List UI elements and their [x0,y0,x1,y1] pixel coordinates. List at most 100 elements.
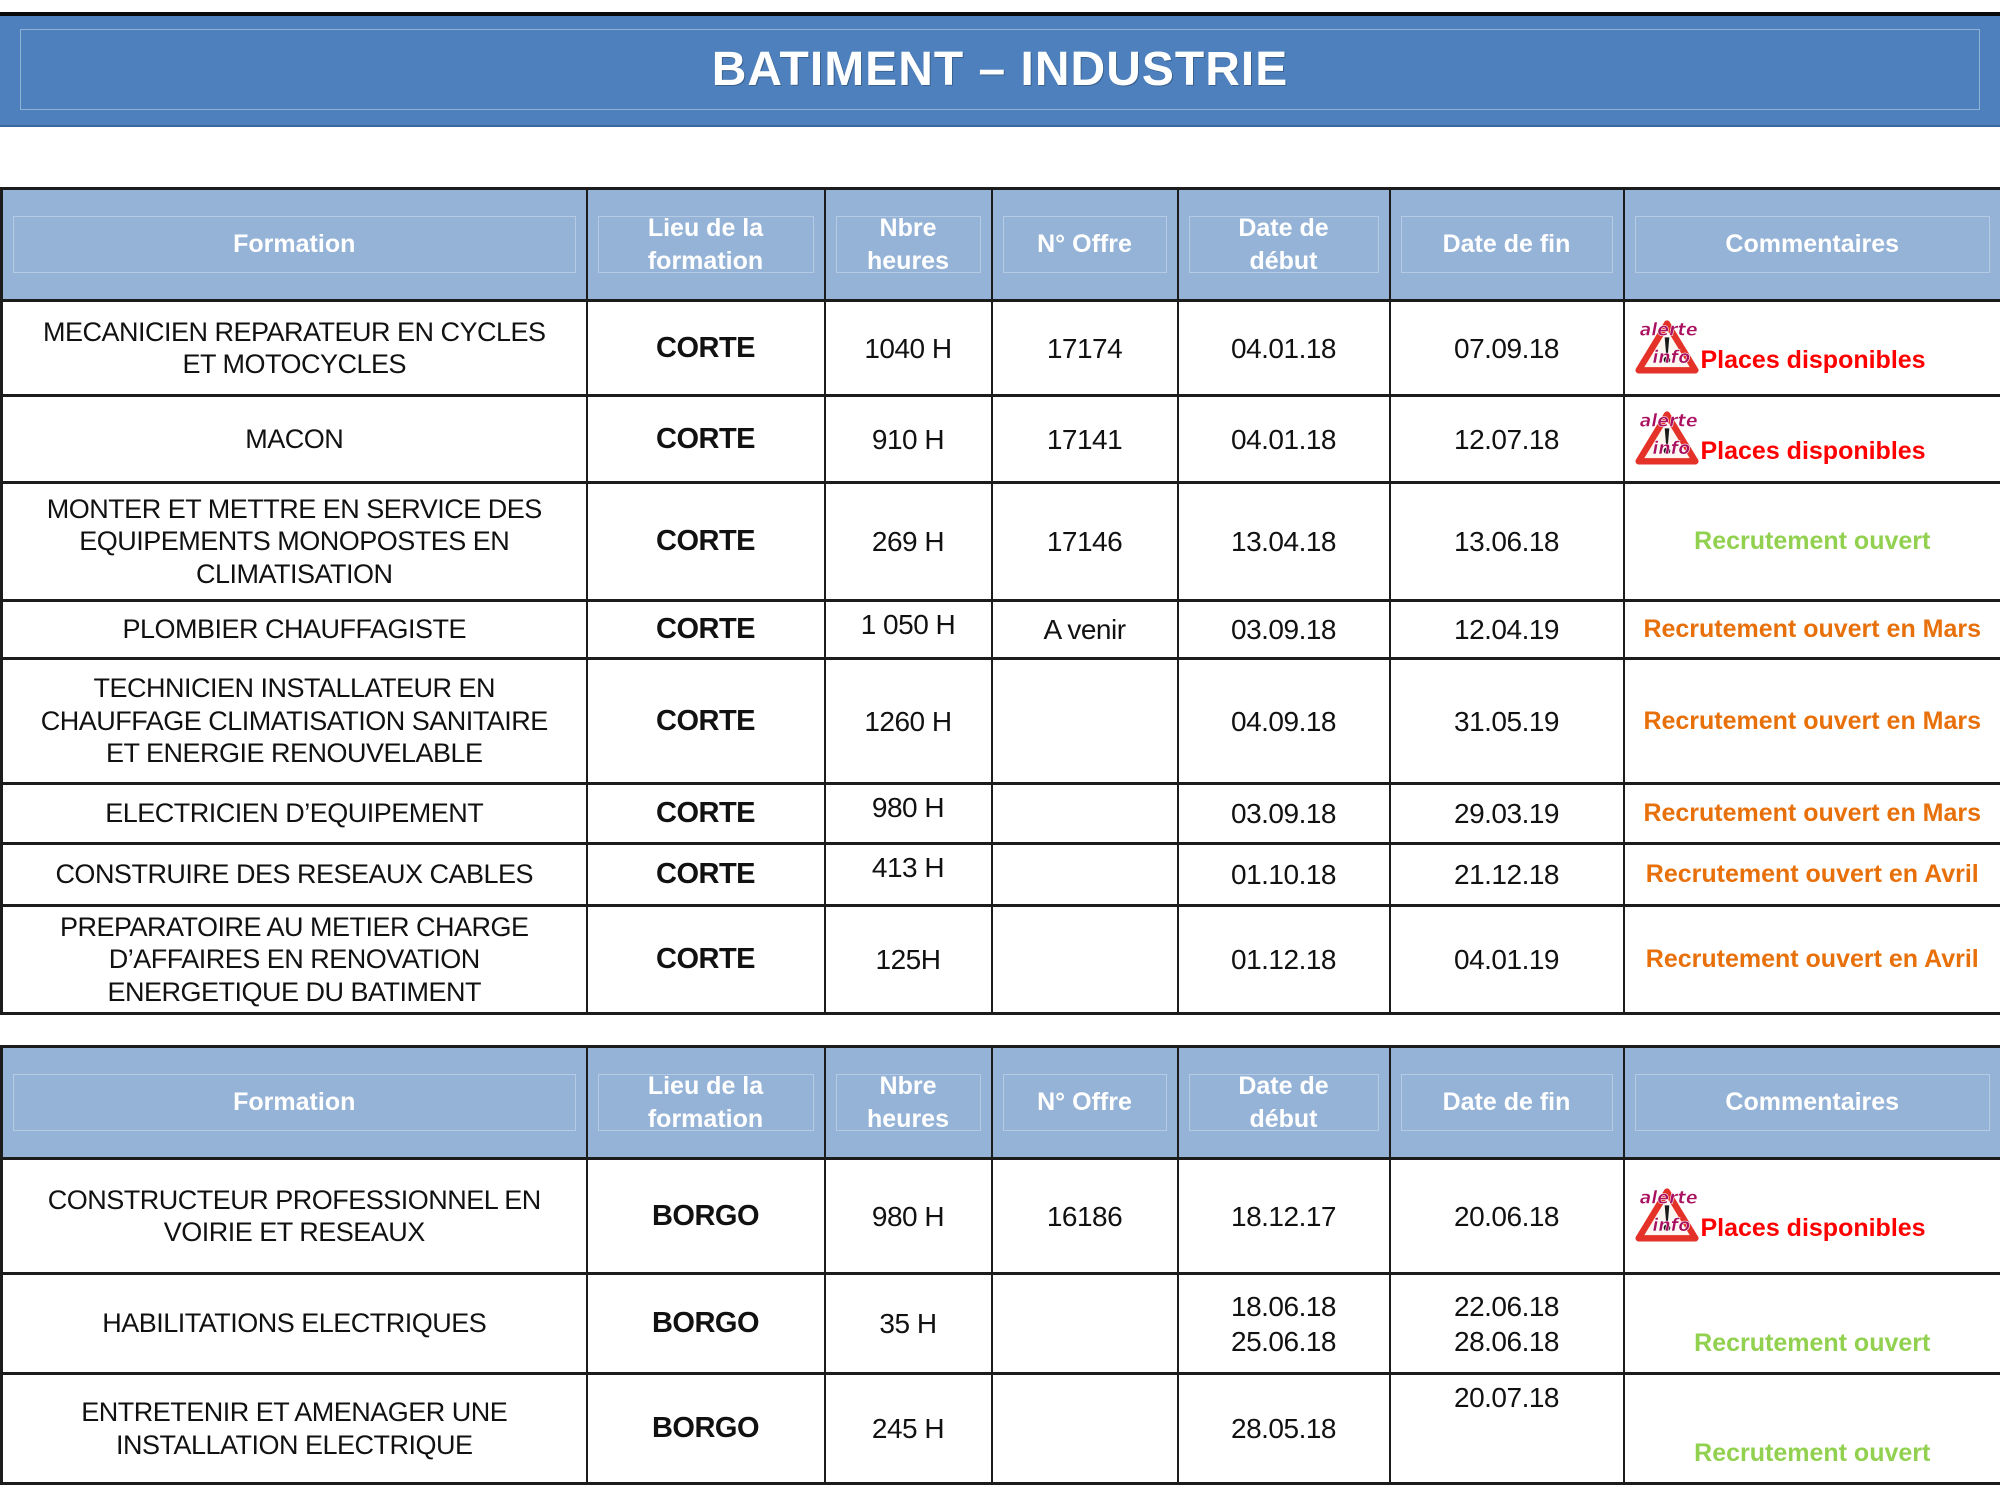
date-fin-cell: 12.07.18 [1390,396,1624,483]
col-header-label: Date de fin [1399,1086,1615,1119]
comment-cell: Recrutement ouvert [1624,483,2000,601]
heures-cell: 910 H [825,396,992,483]
date-debut-cell: 28.05.18 [1178,1374,1390,1484]
date-debut-cell: 04.09.18 [1178,659,1390,784]
comment-cell: Recrutement ouvert en Avril [1624,906,2000,1014]
col-header-label: Date de début [1225,212,1343,277]
offre-cell [992,844,1178,906]
comment-text: Places disponibles [1701,1214,1926,1243]
col-header-date-debut: Date de début [1178,1047,1390,1159]
comment-cell: Recrutement ouvert [1624,1374,2000,1484]
table-body-corte: MECANICIEN REPARATEUR EN CYCLES ET MOTOC… [2,301,2000,1014]
date-debut-cell: 01.12.18 [1178,906,1390,1014]
col-header-label: Date de début [1225,1070,1343,1135]
date-debut-cell: 03.09.18 [1178,601,1390,659]
offre-cell: A venir [992,601,1178,659]
table-header: Formation Lieu de la formation Nbre heur… [2,1047,2000,1159]
formation-cell: PREPARATOIRE AU METIER CHARGE D’AFFAIRES… [2,906,587,1014]
col-header-label: Commentaires [1633,1086,1993,1119]
comment-cell: alerte info Places disponibles [1624,1159,2000,1274]
lieu-cell: CORTE [587,844,825,906]
table-row: PREPARATOIRE AU METIER CHARGE D’AFFAIRES… [2,906,2000,1014]
heures-cell: 413 H [825,844,992,906]
col-header-date-debut: Date de début [1178,189,1390,301]
comment-text: Places disponibles [1701,437,1926,466]
date-debut-cell: 13.04.18 [1178,483,1390,601]
alerte-info-icon: alerte info [1635,1186,1699,1243]
heures-cell: 269 H [825,483,992,601]
heures-cell: 980 H [825,784,992,844]
formation-cell: HABILITATIONS ELECTRIQUES [2,1274,587,1374]
offre-cell [992,659,1178,784]
offre-cell [992,1374,1178,1484]
lieu-cell: CORTE [587,659,825,784]
formation-cell: MONTER ET METTRE EN SERVICE DES EQUIPEME… [2,483,587,601]
spacer [0,127,2000,187]
table-row: CONSTRUCTEUR PROFESSIONNEL EN VOIRIE ET … [2,1159,2000,1274]
offre-cell [992,1274,1178,1374]
svg-text:alerte: alerte [1639,411,1697,431]
formation-cell: TECHNICIEN INSTALLATEUR EN CHAUFFAGE CLI… [2,659,587,784]
formation-cell: CONSTRUCTEUR PROFESSIONNEL EN VOIRIE ET … [2,1159,587,1274]
formation-cell: PLOMBIER CHAUFFAGISTE [2,601,587,659]
heures-cell: 245 H [825,1374,992,1484]
col-header-label: N° Offre [1001,1086,1169,1119]
lieu-cell: CORTE [587,784,825,844]
comment-text: Recrutement ouvert en Avril [1646,945,1979,973]
alerte-info-icon: alerte info [1635,409,1699,466]
lieu-cell: BORGO [587,1274,825,1374]
date-fin-cell: 29.03.19 [1390,784,1624,844]
comment-text: Recrutement ouvert [1694,1329,1930,1357]
comment-text: Recrutement ouvert [1694,527,1930,555]
col-header-label: Formation [11,228,578,261]
lieu-cell: BORGO [587,1374,825,1484]
heures-cell: 1 050 H [825,601,992,659]
date-fin-cell: 13.06.18 [1390,483,1624,601]
page-title: BATIMENT – INDUSTRIE [712,42,1288,97]
table-row: ENTRETENIR ET AMENAGER UNE INSTALLATION … [2,1374,2000,1484]
date-debut-cell: 03.09.18 [1178,784,1390,844]
comment-cell: Recrutement ouvert en Avril [1624,844,2000,906]
col-header-lieu: Lieu de la formation [587,189,825,301]
heures-cell: 35 H [825,1274,992,1374]
date-fin-cell: 20.07.18 [1390,1374,1624,1484]
table-body-borgo: CONSTRUCTEUR PROFESSIONNEL EN VOIRIE ET … [2,1159,2000,1484]
lieu-cell: CORTE [587,396,825,483]
offre-cell [992,906,1178,1014]
comment-cell: Recrutement ouvert en Mars [1624,601,2000,659]
header-row: Formation Lieu de la formation Nbre heur… [2,1047,2000,1159]
formation-cell: ELECTRICIEN D’EQUIPEMENT [2,784,587,844]
comment-text: Recrutement ouvert en Avril [1646,860,1979,888]
col-header-label: Nbre heures [862,1070,954,1135]
header-row: Formation Lieu de la formation Nbre heur… [2,189,2000,301]
alert-comment: alerte info Places disponibles [1627,1186,1999,1247]
comment-cell: Recrutement ouvert [1624,1274,2000,1374]
formation-cell: CONSTRUIRE DES RESEAUX CABLES [2,844,587,906]
col-header-label: Formation [11,1086,578,1119]
date-fin-cell: 21.12.18 [1390,844,1624,906]
col-header-heures: Nbre heures [825,1047,992,1159]
comment-cell: Recrutement ouvert en Mars [1624,659,2000,784]
svg-text:info: info [1652,1216,1690,1236]
col-header-date-fin: Date de fin [1390,189,1624,301]
col-header-lieu: Lieu de la formation [587,1047,825,1159]
date-fin-cell: 12.04.19 [1390,601,1624,659]
col-header-date-fin: Date de fin [1390,1047,1624,1159]
alert-comment: alerte info Places disponibles [1627,318,1999,379]
offre-cell: 17174 [992,301,1178,396]
col-header-offre: N° Offre [992,1047,1178,1159]
date-debut-cell: 18.12.17 [1178,1159,1390,1274]
formations-table-corte: Formation Lieu de la formation Nbre heur… [0,187,2000,1015]
formation-cell: MECANICIEN REPARATEUR EN CYCLES ET MOTOC… [2,301,587,396]
col-header-label: N° Offre [1001,228,1169,261]
heures-cell: 1040 H [825,301,992,396]
date-debut-cell: 04.01.18 [1178,396,1390,483]
lieu-cell: CORTE [587,906,825,1014]
col-header-formation: Formation [2,189,587,301]
title-inner-frame: BATIMENT – INDUSTRIE [20,29,1980,110]
